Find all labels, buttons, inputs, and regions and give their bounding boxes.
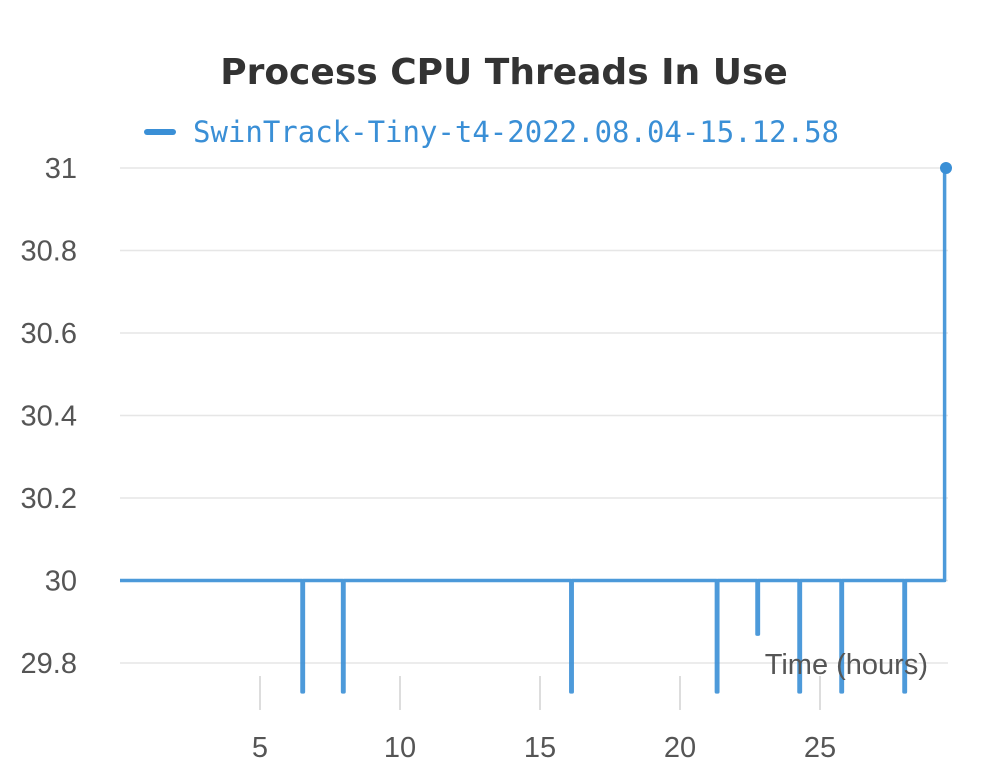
grid-lines	[120, 167, 948, 664]
x-tick-label: 5	[252, 732, 268, 764]
y-axis-ticks: 29.8 30 30.2 30.4 30.6 30.8 31	[21, 153, 77, 680]
series-layer	[120, 162, 952, 694]
y-tick-label: 30	[45, 566, 77, 598]
y-tick-label: 30.2	[21, 483, 77, 515]
series-line[interactable]	[120, 166, 947, 694]
series-endpoint-marker[interactable]	[940, 162, 952, 174]
legend-swatch	[144, 129, 176, 135]
chart-title: Process CPU Threads In Use	[220, 52, 788, 93]
x-tick-label: 25	[804, 732, 836, 764]
y-tick-label: 30.8	[21, 236, 77, 268]
y-tick-label: 29.8	[21, 648, 77, 680]
x-axis-title: Time (hours)	[765, 649, 928, 681]
legend[interactable]: SwinTrack-Tiny-t4-2022.08.04-15.12.58	[144, 112, 839, 152]
y-tick-label: 30.4	[21, 401, 77, 433]
y-tick-label: 30.6	[21, 318, 77, 350]
y-tick-label: 31	[45, 153, 77, 185]
legend-label: SwinTrack-Tiny-t4-2022.08.04-15.12.58	[193, 115, 840, 149]
x-tick-label: 10	[384, 732, 416, 764]
x-axis-ticks: 5 10 15 20 25	[252, 676, 836, 764]
x-tick-label: 20	[664, 732, 696, 764]
x-tick-label: 15	[524, 732, 556, 764]
